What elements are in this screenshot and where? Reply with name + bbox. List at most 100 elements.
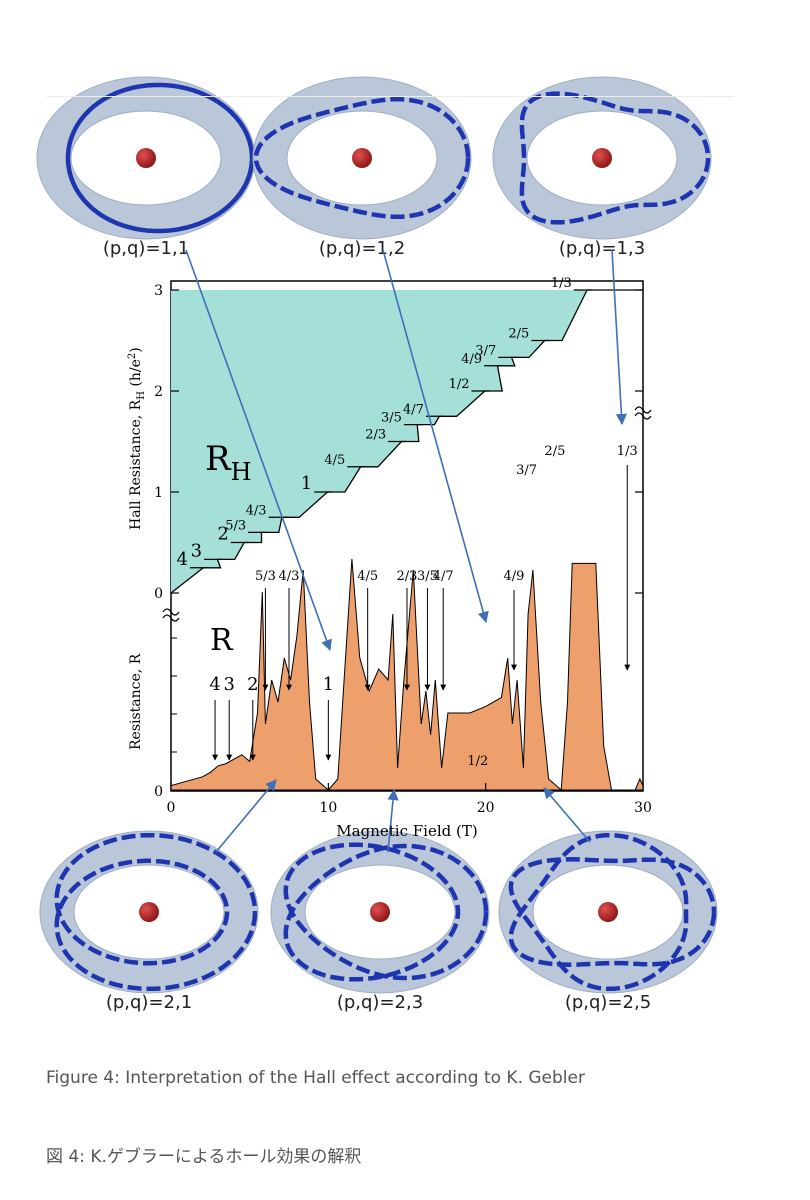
central-sphere [139,902,159,922]
y-axis-title-hall: Hall Resistance, RH (h/e2) [127,347,147,530]
x-tick-label-0: 0 [167,800,176,816]
axis-break-b-0 [162,614,180,622]
y-tick-label-2: 2 [154,384,163,400]
torus-inner-edge [70,110,222,206]
x-tick-label-2: 20 [477,800,495,816]
torus-outer-edge [39,830,259,994]
torus-diagram-1-1: (p,q)=1,1 [36,76,256,259]
resistance-label-12: 3/7 [516,463,537,478]
hall-plateau-label-14: 1/3 [551,276,572,291]
correspondence-arrow-5 [543,787,591,843]
hall-plateau-label-0: 4 [176,549,187,570]
torus-diagram-1-3: (p,q)=1,3 [492,76,712,259]
torus-outer-edge [270,830,490,994]
torus-outer-edge [252,76,472,240]
y-axis-title-resistance: Resistance, R [128,653,144,750]
hall-plateau-label-12: 3/7 [475,343,496,358]
torus-inner-edge [532,864,684,960]
hall-plateau-label-2: 2 [217,524,228,545]
resistance-label-4: 4/3 [279,569,300,584]
correspondence-arrow-0 [185,249,332,652]
figure-caption-english: Figure 4: Interpretation of the Hall eff… [46,1068,585,1088]
correspondence-arrow-1 [382,249,489,624]
label-rh: RH [205,439,252,486]
axis-break-1 [634,406,652,414]
hall-plateau-label-7: 2/3 [365,428,386,443]
torus-label: (p,q)=1,1 [103,238,189,259]
resistance-label-10: 1/2 [467,754,488,769]
winding-curve [54,832,258,992]
figure-caption-japanese: 図 4: K.ゲブラーによるホール効果の解釈 [46,1147,362,1167]
correspondence-arrow-2 [611,249,628,426]
torus-diagram-2-1: (p,q)=2,1 [39,830,259,1013]
hall-plateau-label-13: 2/5 [508,327,529,342]
correspondence-arrow-4 [387,788,399,853]
resistance-label-1: 3 [223,674,234,695]
resistance-label-13: 2/5 [544,444,565,459]
y-tick-label-1: 1 [154,485,163,501]
winding-curve [283,842,489,982]
resistance-label-6: 4/5 [357,569,378,584]
winding-curve [519,91,711,225]
resistance-label-9: 4/7 [433,569,454,584]
resistance-label-7: 2/3 [397,569,418,584]
correspondence-arrow-3 [215,779,277,853]
torus-ring [253,77,471,239]
torus-diagram-2-3: (p,q)=2,3 [270,830,490,1013]
y-tick-label-resistance-zero: 0 [154,784,163,800]
resistance-label-2: 2 [247,674,258,695]
axis-break-b-1 [634,412,652,420]
x-tick-label-1: 10 [319,800,337,816]
torus-label: (p,q)=2,3 [337,992,423,1013]
torus-inner-edge [526,110,678,206]
central-sphere [136,148,156,168]
winding-curve [508,832,717,992]
label-r: R [210,623,234,658]
torus-outer-edge [492,76,712,240]
top-divider [46,96,734,97]
central-sphere [352,148,372,168]
torus-inner-edge [286,110,438,206]
central-sphere [370,902,390,922]
torus-ring [499,831,717,993]
winding-curve [65,82,255,234]
resistance-label-3: 5/3 [255,569,276,584]
axis-break-0 [162,608,180,616]
torus-label: (p,q)=2,1 [106,992,192,1013]
torus-diagram-2-5: (p,q)=2,5 [498,830,718,1013]
torus-label: (p,q)=1,2 [319,238,405,259]
torus-outer-edge [498,830,718,994]
correspondence-arrows [185,249,628,853]
torus-diagram-1-2: (p,q)=1,2 [252,76,472,259]
resistance-label-5: 1 [323,674,334,695]
torus-label: (p,q)=1,3 [559,238,645,259]
central-sphere [592,148,612,168]
torus-ring [493,77,711,239]
y-tick-label-3: 3 [154,283,163,299]
hall-plateau-label-5: 1 [301,473,312,494]
torus-ring [37,77,255,239]
hall-plateau-label-8: 3/5 [381,411,402,426]
y-tick-label-0: 0 [154,586,163,602]
x-axis-title: Magnetic Field (T) [336,822,477,840]
hall-plateau-label-3: 5/3 [225,518,246,533]
torus-inner-edge [304,864,456,960]
resistance-label-14: 1/3 [617,444,638,459]
resistance-label-8: 3/5 [417,569,438,584]
hall-plateau-label-9: 4/7 [403,402,424,417]
winding-curve [253,96,471,220]
hall-plateau-label-1: 3 [191,540,202,561]
hall-plateau-label-10: 1/2 [449,377,470,392]
resistance-panel: 4 3 25/3 4/314/5 2/3 3/54/71/24/93/72/5 1/3 [170,444,644,792]
hall-plateau-label-6: 4/5 [324,453,345,468]
torus-inner-edge [73,864,225,960]
central-sphere [598,902,618,922]
hall-resistance-panel: 4 325/34/314/52/33/54/71/24/93/72/51/3 [170,276,643,594]
resistance-label-0: 4 [209,674,220,695]
torus-label: (p,q)=2,5 [565,992,651,1013]
hall-plateau-label-11: 4/9 [461,352,482,367]
torus-diagrams: (p,q)=1,1 (p,q)=1,2 (p,q)=1,3 (p,q)=2,1 (p,q… [36,76,718,1013]
x-tick-label-3: 30 [634,800,652,816]
